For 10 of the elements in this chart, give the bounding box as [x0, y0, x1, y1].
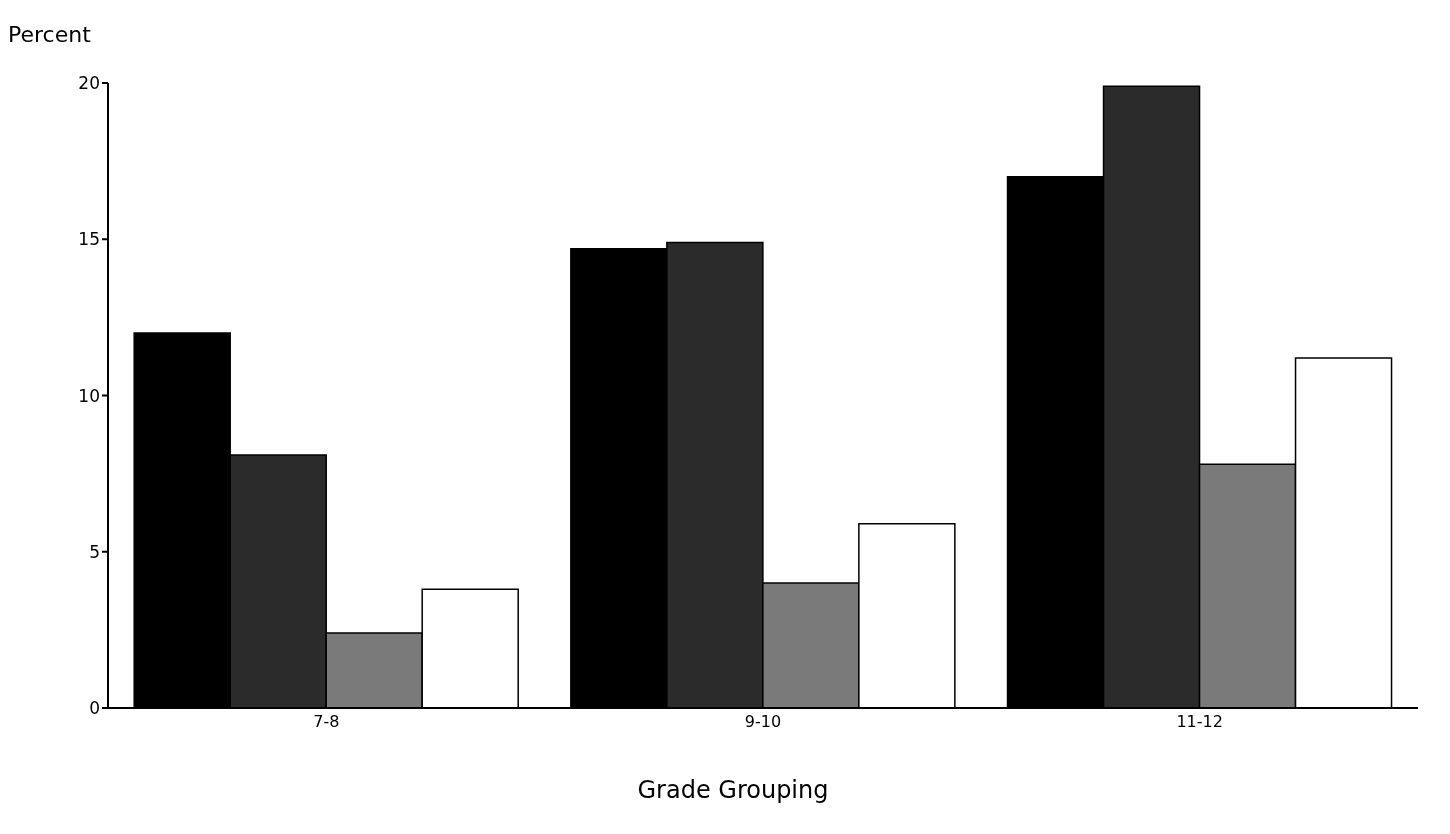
y-tick-label: 15 [78, 229, 100, 250]
y-tick-label: 0 [89, 698, 100, 719]
x-tick-label: 11-12 [1176, 712, 1223, 732]
x-axis-title: Grade Grouping [636, 776, 830, 804]
y-tick-label: 5 [89, 541, 100, 562]
y-tick-label: 20 [78, 73, 100, 94]
y-axis-title: Percent [8, 22, 91, 47]
y-tick-label: 10 [78, 385, 100, 406]
x-tick-label: 9-10 [744, 712, 782, 732]
x-tick-label: 7-8 [313, 712, 340, 732]
